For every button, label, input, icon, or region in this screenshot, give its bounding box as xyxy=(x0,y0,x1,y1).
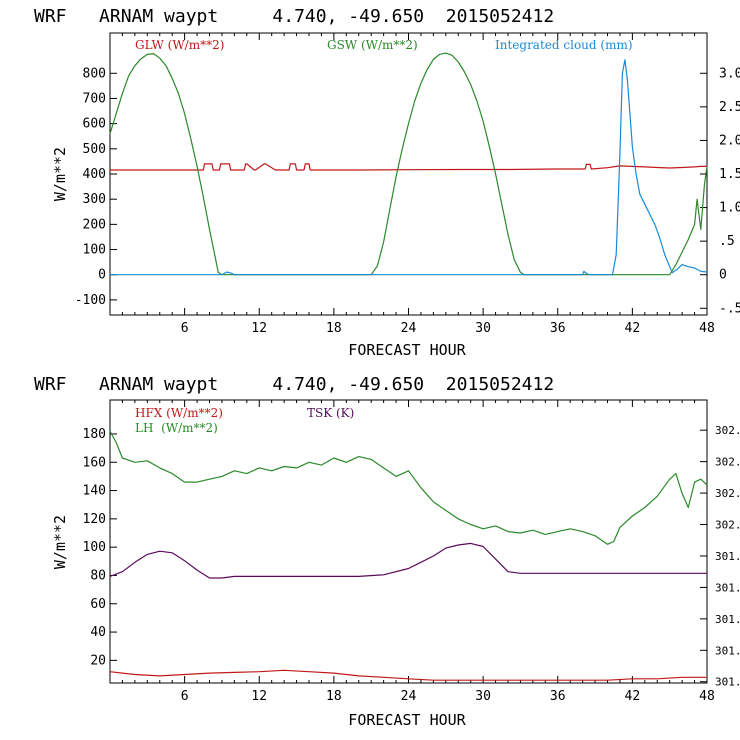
chart-bottom-x-tick-label: 12 xyxy=(251,689,267,704)
chart-top-y-tick-label: 800 xyxy=(83,66,106,81)
chart-bottom-series-lh xyxy=(109,430,708,545)
chart-top-y2-tick-label: 2.0 xyxy=(719,133,740,148)
chart-top-series-glw xyxy=(110,163,707,171)
chart-top-y-tick-label: 0 xyxy=(98,268,106,283)
chart-bottom-y-tick-label: 160 xyxy=(83,455,106,470)
chart-bottom-y2-axis: 301.0 301.2 301.4 301.6 301.8 302.0 302.2 302.4… xyxy=(700,424,740,689)
chart-bottom-title: WRF ARNAM waypt 4.740, -49.650 201505241… xyxy=(34,374,554,395)
chart-top-x-tick-label: 18 xyxy=(326,321,342,336)
chart-bottom-y2-tick-label: 302.0 xyxy=(715,519,740,532)
chart-top-series-gsw xyxy=(109,52,708,276)
chart-top-y-tick-label: -100 xyxy=(75,293,106,308)
chart-top-y2-axis: -.5 0 .5 1.0 1.5 2.0 2.5 3.0 xyxy=(700,66,740,316)
chart-bottom-y-tick-label: 140 xyxy=(83,484,106,499)
chart-top-series-cloud xyxy=(110,59,708,276)
chart-top-legend-cloud: Integrated cloud (mm) xyxy=(495,38,633,52)
chart-top-y-tick-label: 200 xyxy=(83,217,106,232)
chart-bottom-plot-frame xyxy=(109,399,708,684)
chart-top-x-axis: 6 12 18 24 30 36 42 48 xyxy=(121,33,715,336)
chart-bottom-y2-tick-label: 301.8 xyxy=(715,550,740,563)
chart-bottom-y2-tick-label: 301.6 xyxy=(715,581,740,594)
chart-top-plot-frame xyxy=(109,32,708,316)
chart-top-y2-tick-label: 2.5 xyxy=(719,100,740,115)
chart-bottom-x-tick-label: 42 xyxy=(625,689,641,704)
chart-bottom-y-tick-label: 180 xyxy=(83,427,106,442)
chart-bottom-legend-hfx: HFX (W/m**2) xyxy=(135,406,223,420)
chart-bottom-x-tick-label: 18 xyxy=(326,689,342,704)
chart-bottom-x-tick-label: 6 xyxy=(181,689,189,704)
chart-top-y-tick-label: 500 xyxy=(83,142,106,157)
chart-bottom-legend-lh: LH (W/m**2) xyxy=(135,421,218,435)
chart-bottom-y2-tick-label: 302.2 xyxy=(715,487,740,500)
chart-bottom-x-tick-label: 36 xyxy=(550,689,566,704)
chart-top-x-label: FORECAST HOUR xyxy=(348,341,466,359)
chart-bottom-y-label: W/m**2 xyxy=(51,515,69,569)
chart-top-y2-tick-label: 1.0 xyxy=(719,201,740,216)
chart-top-series xyxy=(109,52,708,276)
chart-top-x-tick-label: 42 xyxy=(625,321,641,336)
chart-top-y-axis: -100 0 100 200 300 400 500 600 700 800 xyxy=(75,66,117,308)
chart-bottom-y-tick-label: 20 xyxy=(90,653,106,668)
chart-bottom-y2-tick-label: 302.6 xyxy=(715,424,740,437)
chart-top-y-label: W/m**2 xyxy=(51,147,69,201)
chart-bottom-y-tick-label: 100 xyxy=(83,540,106,555)
chart-top-x-tick-label: 48 xyxy=(699,321,715,336)
chart-top-y-tick-label: 600 xyxy=(83,117,106,132)
chart-top-x-tick-label: 30 xyxy=(475,321,491,336)
chart-top-y-tick-label: 700 xyxy=(83,91,106,106)
chart-bottom-legend-tsk: TSK (K) xyxy=(307,406,354,420)
chart-bottom-y2-tick-label: 301.4 xyxy=(715,613,740,626)
chart-top-x-tick-label: 24 xyxy=(401,321,417,336)
chart-top-title: WRF ARNAM waypt 4.740, -49.650 201505241… xyxy=(34,6,554,27)
chart-bottom-y-tick-label: 80 xyxy=(90,568,106,583)
chart-bottom: WRF ARNAM waypt 4.740, -49.650 201505241… xyxy=(34,374,740,729)
chart-bottom-x-tick-label: 24 xyxy=(401,689,417,704)
chart-bottom-y-tick-label: 40 xyxy=(90,625,106,640)
chart-top-y-tick-label: 300 xyxy=(83,192,106,207)
chart-top: WRF ARNAM waypt 4.740, -49.650 201505241… xyxy=(34,6,740,359)
chart-top-y2-tick-label: -.5 xyxy=(719,301,740,316)
chart-top-y2-tick-label: 3.0 xyxy=(719,66,740,81)
chart-bottom-y-tick-label: 60 xyxy=(90,597,106,612)
chart-top-x-tick-label: 6 xyxy=(181,321,189,336)
chart-bottom-series xyxy=(109,430,708,681)
chart-top-y-tick-label: 400 xyxy=(83,167,106,182)
chart-top-y2-tick-label: 0 xyxy=(719,268,727,283)
chart-top-legend-glw: GLW (W/m**2) xyxy=(135,38,224,52)
chart-top-x-tick-label: 12 xyxy=(251,321,267,336)
chart-bottom-series-tsk xyxy=(109,542,707,579)
chart-bottom-y-tick-label: 120 xyxy=(83,512,106,527)
chart-bottom-x-tick-label: 30 xyxy=(475,689,491,704)
chart-top-legend-gsw: GSW (W/m**2) xyxy=(327,38,418,52)
chart-top-y2-tick-label: .5 xyxy=(719,234,735,249)
chart-bottom-x-tick-label: 48 xyxy=(699,689,715,704)
chart-bottom-y2-tick-label: 301.2 xyxy=(715,644,740,657)
chart-bottom-x-label: FORECAST HOUR xyxy=(348,711,466,729)
chart-bottom-y2-tick-label: 301.0 xyxy=(715,676,740,689)
chart-top-y2-tick-label: 1.5 xyxy=(719,167,740,182)
chart-top-x-tick-label: 36 xyxy=(550,321,566,336)
chart-bottom-y2-tick-label: 302.4 xyxy=(715,456,740,469)
chart-top-y-tick-label: 100 xyxy=(83,243,106,258)
chart-bottom-series-hfx xyxy=(109,669,707,681)
chart-bottom-y-axis: 20 40 60 80 100 120 140 160 180 xyxy=(83,427,117,668)
chart-bottom-x-axis: 6 12 18 24 30 36 42 48 xyxy=(121,400,715,704)
